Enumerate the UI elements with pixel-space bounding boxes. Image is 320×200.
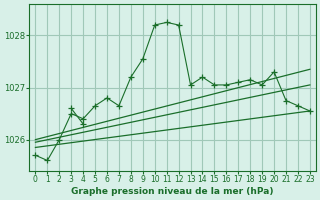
X-axis label: Graphe pression niveau de la mer (hPa): Graphe pression niveau de la mer (hPa) <box>71 187 274 196</box>
